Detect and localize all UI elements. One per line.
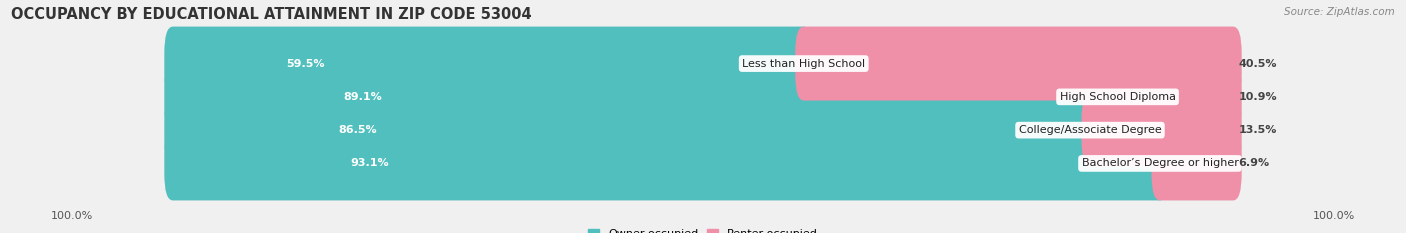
Text: 100.0%: 100.0% xyxy=(51,211,93,221)
Text: Bachelor’s Degree or higher: Bachelor’s Degree or higher xyxy=(1081,158,1239,168)
Text: 40.5%: 40.5% xyxy=(1239,58,1277,69)
FancyBboxPatch shape xyxy=(165,60,1241,134)
Text: 100.0%: 100.0% xyxy=(1313,211,1355,221)
FancyBboxPatch shape xyxy=(165,27,1241,100)
Text: 86.5%: 86.5% xyxy=(337,125,377,135)
FancyBboxPatch shape xyxy=(796,27,1241,100)
FancyBboxPatch shape xyxy=(165,60,1126,134)
Text: 13.5%: 13.5% xyxy=(1239,125,1277,135)
FancyBboxPatch shape xyxy=(165,127,1168,200)
FancyBboxPatch shape xyxy=(165,93,1098,167)
FancyBboxPatch shape xyxy=(1081,93,1241,167)
Text: Source: ZipAtlas.com: Source: ZipAtlas.com xyxy=(1284,7,1395,17)
Text: 93.1%: 93.1% xyxy=(350,158,389,168)
FancyBboxPatch shape xyxy=(1109,60,1241,134)
FancyBboxPatch shape xyxy=(1152,127,1241,200)
Text: 59.5%: 59.5% xyxy=(287,58,325,69)
Text: Less than High School: Less than High School xyxy=(742,58,865,69)
Text: College/Associate Degree: College/Associate Degree xyxy=(1018,125,1161,135)
Legend: Owner-occupied, Renter-occupied: Owner-occupied, Renter-occupied xyxy=(588,229,818,233)
Text: High School Diploma: High School Diploma xyxy=(1060,92,1175,102)
Text: OCCUPANCY BY EDUCATIONAL ATTAINMENT IN ZIP CODE 53004: OCCUPANCY BY EDUCATIONAL ATTAINMENT IN Z… xyxy=(11,7,531,22)
FancyBboxPatch shape xyxy=(165,127,1241,200)
FancyBboxPatch shape xyxy=(165,27,813,100)
Text: 6.9%: 6.9% xyxy=(1239,158,1270,168)
FancyBboxPatch shape xyxy=(165,93,1241,167)
Text: 89.1%: 89.1% xyxy=(343,92,381,102)
Text: 10.9%: 10.9% xyxy=(1239,92,1277,102)
